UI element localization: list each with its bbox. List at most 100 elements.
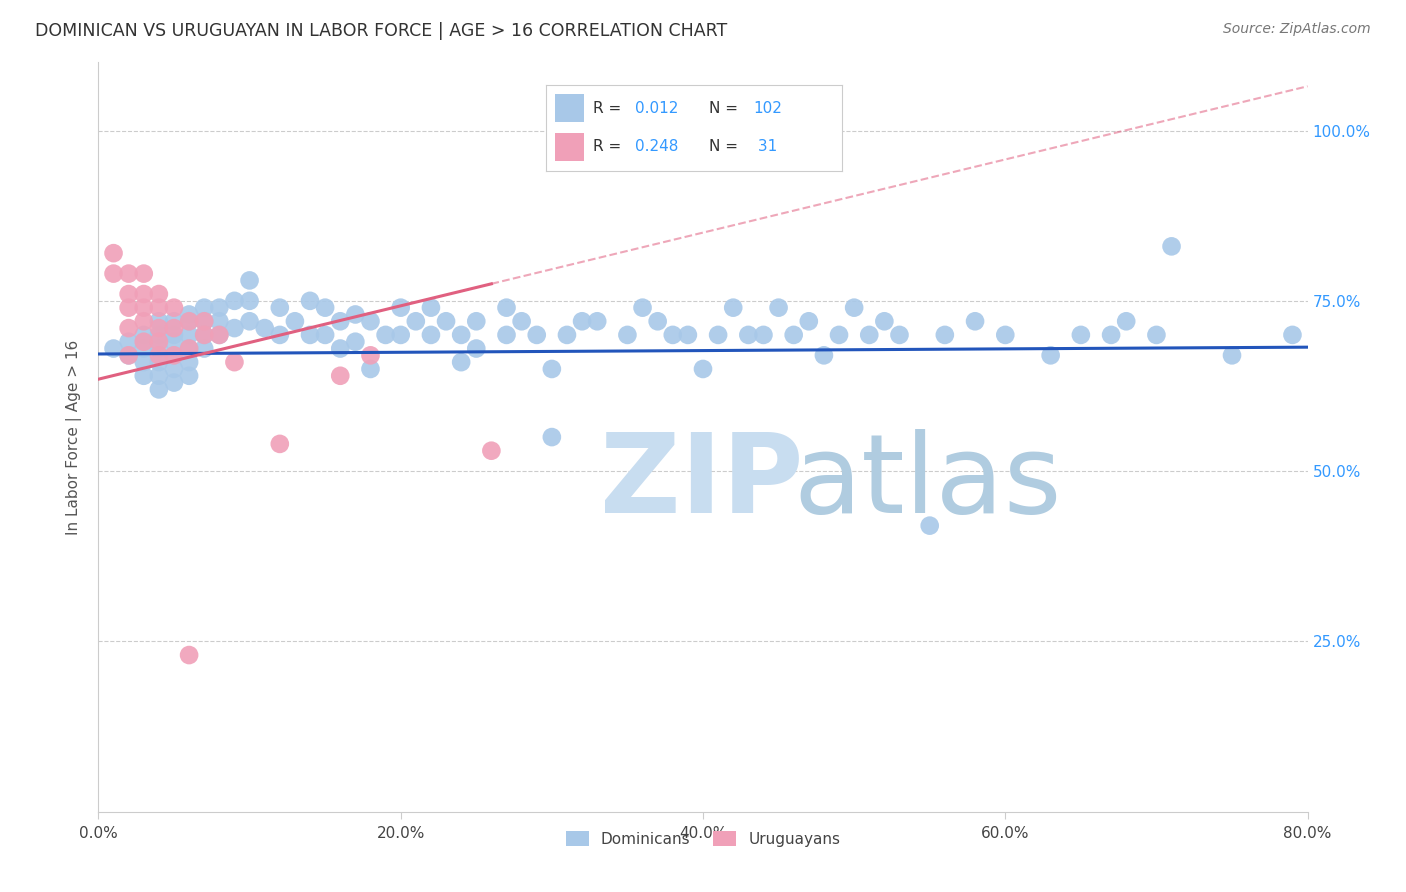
Point [132,314,155,328]
Point [118,348,141,362]
Point [495,301,517,315]
Point [797,314,820,328]
Point [299,293,322,308]
Point [994,327,1017,342]
Point [103,342,125,356]
Point [405,314,427,328]
Legend: Dominicans, Uruguayans: Dominicans, Uruguayans [560,824,846,853]
Point [132,327,155,342]
Point [269,301,291,315]
Point [179,342,201,356]
Point [1281,327,1303,342]
Point [148,287,170,301]
Point [329,314,352,328]
Point [450,327,472,342]
Point [103,246,125,260]
Point [193,314,215,328]
Point [465,342,488,356]
Point [1160,239,1182,253]
Point [179,342,201,356]
Point [1220,348,1243,362]
Point [163,314,186,328]
Point [481,443,503,458]
Point [269,327,291,342]
Point [661,327,683,342]
Point [360,348,382,362]
Point [148,348,170,362]
Point [434,314,457,328]
Point [239,273,262,287]
Point [148,334,170,349]
Point [918,518,941,533]
Point [813,348,835,362]
Point [526,327,548,342]
Point [571,314,593,328]
Point [132,355,155,369]
Point [555,327,578,342]
Point [179,308,201,322]
Point [193,327,215,342]
Point [631,301,654,315]
Point [193,327,215,342]
Point [103,267,125,281]
Point [118,334,141,349]
Point [284,314,307,328]
Point [132,342,155,356]
Point [360,314,382,328]
Point [179,314,201,328]
Point [299,327,322,342]
Point [540,362,562,376]
Point [118,348,141,362]
Text: Source: ZipAtlas.com: Source: ZipAtlas.com [1223,22,1371,37]
Point [148,321,170,335]
Point [269,437,291,451]
Point [208,327,231,342]
Point [314,301,336,315]
Point [148,383,170,397]
Point [224,355,246,369]
Point [132,368,155,383]
Y-axis label: In Labor Force | Age > 16: In Labor Force | Age > 16 [66,340,83,534]
Point [148,355,170,369]
Point [828,327,851,342]
Point [934,327,956,342]
Point [132,301,155,315]
Point [239,293,262,308]
Point [707,327,730,342]
Point [783,327,806,342]
Point [360,362,382,376]
Point [723,301,745,315]
Point [224,293,246,308]
Point [540,430,562,444]
Point [118,267,141,281]
Point [118,301,141,315]
Point [148,327,170,342]
Point [179,648,201,662]
Point [389,301,412,315]
Point [163,327,186,342]
Point [647,314,669,328]
Point [768,301,790,315]
Point [692,362,714,376]
Point [163,301,186,315]
Point [253,321,276,335]
Point [163,376,186,390]
Point [193,314,215,328]
Text: atlas: atlas [793,428,1062,535]
Point [586,314,609,328]
Point [148,314,170,328]
Point [1099,327,1122,342]
Point [148,368,170,383]
Point [676,327,699,342]
Point [752,327,775,342]
Point [132,267,155,281]
Point [163,321,186,335]
Text: ZIP: ZIP [600,428,804,535]
Point [465,314,488,328]
Point [193,301,215,315]
Point [329,342,352,356]
Point [193,342,215,356]
Point [163,362,186,376]
Point [450,355,472,369]
Text: DOMINICAN VS URUGUAYAN IN LABOR FORCE | AGE > 16 CORRELATION CHART: DOMINICAN VS URUGUAYAN IN LABOR FORCE | … [35,22,727,40]
